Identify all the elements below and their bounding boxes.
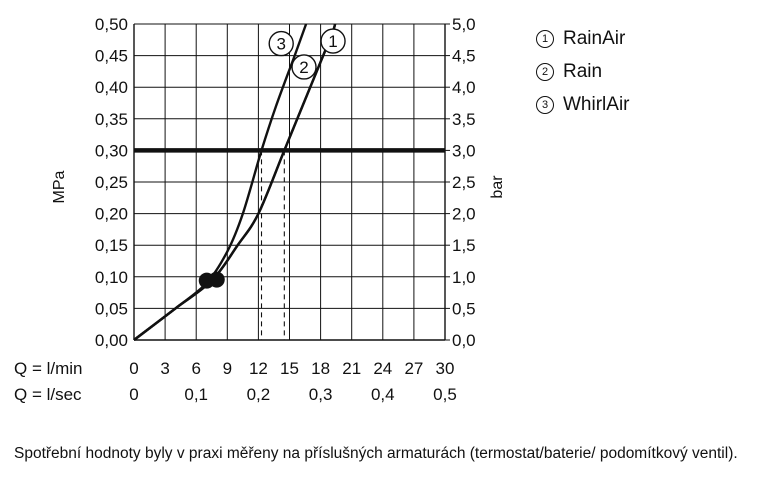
chart-grid <box>133 23 450 341</box>
x-row1-tick-label: 9 <box>223 359 232 378</box>
x-row1-tick-label: 0 <box>129 359 138 378</box>
y-left-tick-label: 0,05 <box>95 299 128 318</box>
y-right-tick-label: 2,0 <box>452 205 476 224</box>
series-marker-label-1: 1 <box>328 32 337 51</box>
y-left-tick-label: 0,40 <box>95 78 128 97</box>
y-left-tick-label: 0,20 <box>95 205 128 224</box>
x-row1-label: Q = l/min <box>14 359 83 378</box>
series-marker-1 <box>320 28 346 54</box>
operating-point-b <box>208 271 225 288</box>
y-left-tick-label: 0,45 <box>95 47 128 66</box>
y-right-tick-label: 1,0 <box>452 268 476 287</box>
legend-item-rain: 2 Rain <box>536 55 630 88</box>
y-right-tick-label: 3,0 <box>452 141 476 160</box>
x-row2-tick-label: 0,5 <box>433 385 457 404</box>
legend-item-whirlair: 3 WhirlAir <box>536 88 630 121</box>
y-right-tick-label: 4,5 <box>452 47 476 66</box>
x-row2-label: Q = l/sec <box>14 385 82 404</box>
x-row1-tick-label: 15 <box>280 359 299 378</box>
legend-marker-1: 1 <box>536 29 554 48</box>
x-row2-tick-label: 0 <box>129 385 138 404</box>
y-right-tick-label: 4,0 <box>452 78 476 97</box>
y-right-tick-label: 0,0 <box>452 331 476 350</box>
curve-whirlair <box>133 23 308 341</box>
series-marker-3 <box>268 30 294 57</box>
x-row2-tick-label: 0,1 <box>184 385 208 404</box>
legend: 1 RainAir 2 Rain 3 WhirlAir <box>536 22 630 121</box>
y-left-tick-label: 0,30 <box>95 141 128 160</box>
x-row1-tick-label: 3 <box>160 359 169 378</box>
y-right-tick-label: 5,0 <box>452 15 476 34</box>
legend-marker-3: 3 <box>536 95 554 114</box>
y-left-tick-label: 0,25 <box>95 173 128 192</box>
series-marker-label-3: 3 <box>276 35 285 54</box>
y-left-tick-label: 0,15 <box>95 236 128 255</box>
y-right-axis-title: bar <box>489 175 506 199</box>
legend-marker-2: 2 <box>536 62 554 81</box>
y-right-tick-label: 0,5 <box>452 299 476 318</box>
legend-label-rainair: RainAir <box>563 27 626 49</box>
flow-pressure-chart: 1230,000,050,100,150,200,250,300,350,400… <box>14 15 506 404</box>
x-row1-tick-label: 21 <box>342 359 361 378</box>
x-row1-tick-label: 6 <box>191 359 200 378</box>
y-left-tick-label: 0,10 <box>95 268 128 287</box>
x-row1-tick-label: 30 <box>436 359 455 378</box>
y-left-tick-label: 0,35 <box>95 110 128 129</box>
legend-item-rainair: 1 RainAir <box>536 22 630 55</box>
y-left-axis-title: MPa <box>51 170 68 203</box>
legend-label-whirlair: WhirlAir <box>563 93 630 115</box>
series-marker-label-2: 2 <box>299 58 308 77</box>
y-right-tick-label: 1,5 <box>452 236 476 255</box>
y-right-tick-label: 3,5 <box>452 110 476 129</box>
x-row1-tick-label: 27 <box>404 359 423 378</box>
x-row2-tick-label: 0,3 <box>309 385 333 404</box>
legend-label-rain: Rain <box>563 60 603 82</box>
series-marker-2 <box>291 54 317 80</box>
x-row1-tick-label: 24 <box>373 359 392 378</box>
y-right-tick-label: 2,5 <box>452 173 476 192</box>
x-row1-tick-label: 18 <box>311 359 330 378</box>
y-left-tick-label: 0,50 <box>95 15 128 34</box>
y-left-tick-label: 0,00 <box>95 331 128 350</box>
x-row2-tick-label: 0,4 <box>371 385 395 404</box>
chart-labels: 1230,000,050,100,150,200,250,300,350,400… <box>14 15 506 404</box>
footnote: Spotřební hodnoty byly v praxi měřeny na… <box>14 445 738 462</box>
x-row2-tick-label: 0,2 <box>247 385 271 404</box>
x-row1-tick-label: 12 <box>249 359 268 378</box>
